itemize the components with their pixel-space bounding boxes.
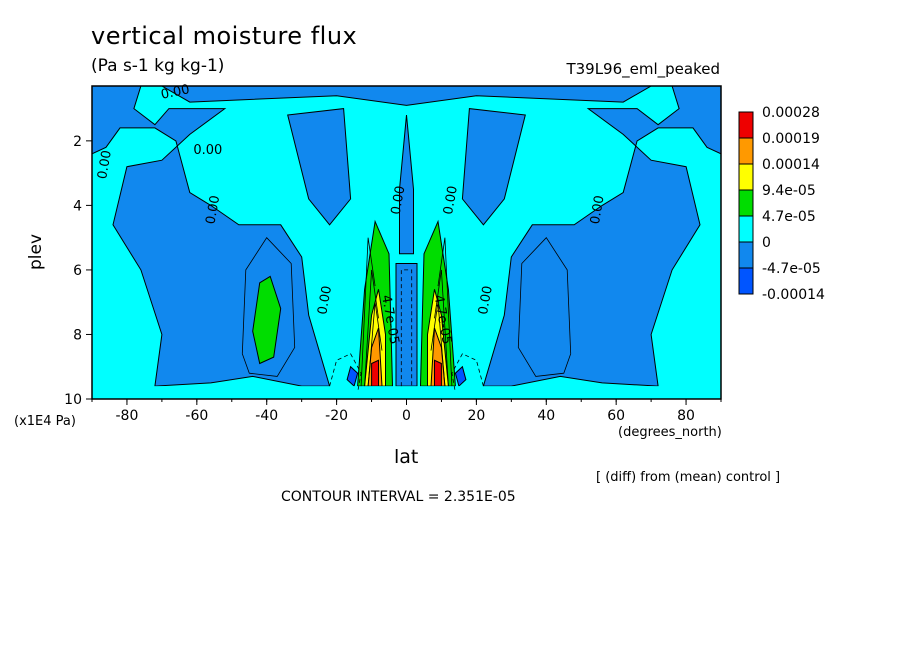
region-top-blue	[160, 86, 653, 106]
contour-nh-dashed	[451, 353, 484, 393]
x-axis: -80 -60 -40 -20 0 20 40 60 80	[91, 399, 722, 424]
contour-nh-ring	[517, 237, 572, 377]
contour-label: 0.00	[441, 185, 461, 216]
chart-title: vertical moisture flux	[91, 22, 358, 50]
region-sh-green	[252, 275, 282, 365]
contour-label: 0.00	[193, 143, 222, 158]
colorbar-label: 0.00014	[762, 157, 820, 173]
diff-annotation: [ (diff) from (mean) control ]	[596, 470, 781, 485]
contour-sh-dashed	[329, 353, 362, 393]
x-tick-label: 80	[677, 408, 695, 424]
colorbar-swatch	[738, 163, 754, 191]
x-axis-title: lat	[394, 446, 419, 468]
contour-label: 0.00	[476, 285, 496, 316]
region-eq-column	[399, 114, 414, 255]
region-sh-red	[371, 359, 379, 387]
colorbar-label: 0.00019	[762, 131, 820, 147]
contour-sh-core-1	[364, 269, 379, 387]
x-tick-label: 0	[402, 408, 411, 424]
contour-nh-core-1	[434, 269, 449, 387]
region-sh-column	[287, 108, 352, 226]
contour-nh-core-2	[430, 302, 446, 387]
y-tick-label: 8	[73, 327, 82, 343]
x-tick-label: -40	[255, 408, 278, 424]
y-tick-label: 2	[73, 134, 82, 150]
contour-label: 0.00	[160, 82, 191, 103]
colorbar-swatch	[738, 189, 754, 217]
contour-sh-ring	[241, 237, 296, 377]
region-bottom-cyan	[92, 386, 721, 399]
contour-labels: 0.000.000.000.000.000.00 0.000.000.004.7e…	[95, 82, 608, 345]
colorbar: 0.00028 0.00019 0.00014 9.4e-05 4.7e-05 0 -4.7…	[738, 105, 825, 303]
contour-sh-core-0	[360, 237, 376, 387]
chart-units: (Pa s-1 kg kg-1)	[91, 56, 225, 76]
contour-label: 0.00	[588, 194, 608, 225]
colorbar-swatch	[738, 241, 754, 269]
x-tick-label: 20	[467, 408, 485, 424]
y-axis: 2 4 6 8 10	[64, 134, 92, 408]
region-sh-dark-blue	[346, 365, 359, 388]
y-tick-label: 6	[73, 263, 82, 279]
contour-label: 0.00	[315, 285, 335, 316]
region-nh-column	[461, 108, 526, 226]
x-tick-label: 40	[537, 408, 555, 424]
y-axis-title: plev	[26, 233, 46, 270]
colorbar-swatch	[738, 215, 754, 243]
x-tick-label: -80	[116, 408, 139, 424]
y-tick-label: 10	[64, 392, 82, 408]
contour-nh-core-0	[437, 237, 453, 387]
x-tick-label: -20	[325, 408, 348, 424]
y-tick-label: 4	[73, 198, 82, 214]
contour-eq-dashed	[400, 269, 413, 387]
contour-label: 0.00	[95, 149, 115, 180]
region-nh-blue	[482, 86, 721, 387]
contour-interval: CONTOUR INTERVAL = 2.351E-05	[281, 489, 516, 505]
contour-label: 0.00	[203, 194, 223, 225]
colorbar-label: 9.4e-05	[762, 183, 816, 199]
run-label: T39L96_eml_peaked	[566, 60, 720, 78]
x-axis-units: (degrees_north)	[618, 425, 722, 440]
colorbar-label: 0.00028	[762, 105, 820, 121]
region-nh-red	[434, 359, 442, 387]
region-nh-dark-blue	[454, 365, 467, 388]
colorbar-label: -0.00014	[762, 287, 825, 303]
contour-sh-core-2	[367, 302, 383, 387]
colorbar-swatch	[738, 111, 754, 139]
x-tick-label: -60	[185, 408, 208, 424]
contour-label: 0.00	[389, 185, 409, 216]
colorbar-label: 0	[762, 235, 771, 251]
colorbar-swatch	[738, 137, 754, 165]
x-tick-label: 60	[607, 408, 625, 424]
colorbar-label: -4.7e-05	[762, 261, 821, 277]
colorbar-swatch	[738, 267, 754, 295]
y-axis-units: (x1E4 Pa)	[14, 414, 76, 429]
colorbar-label: 4.7e-05	[762, 209, 816, 225]
